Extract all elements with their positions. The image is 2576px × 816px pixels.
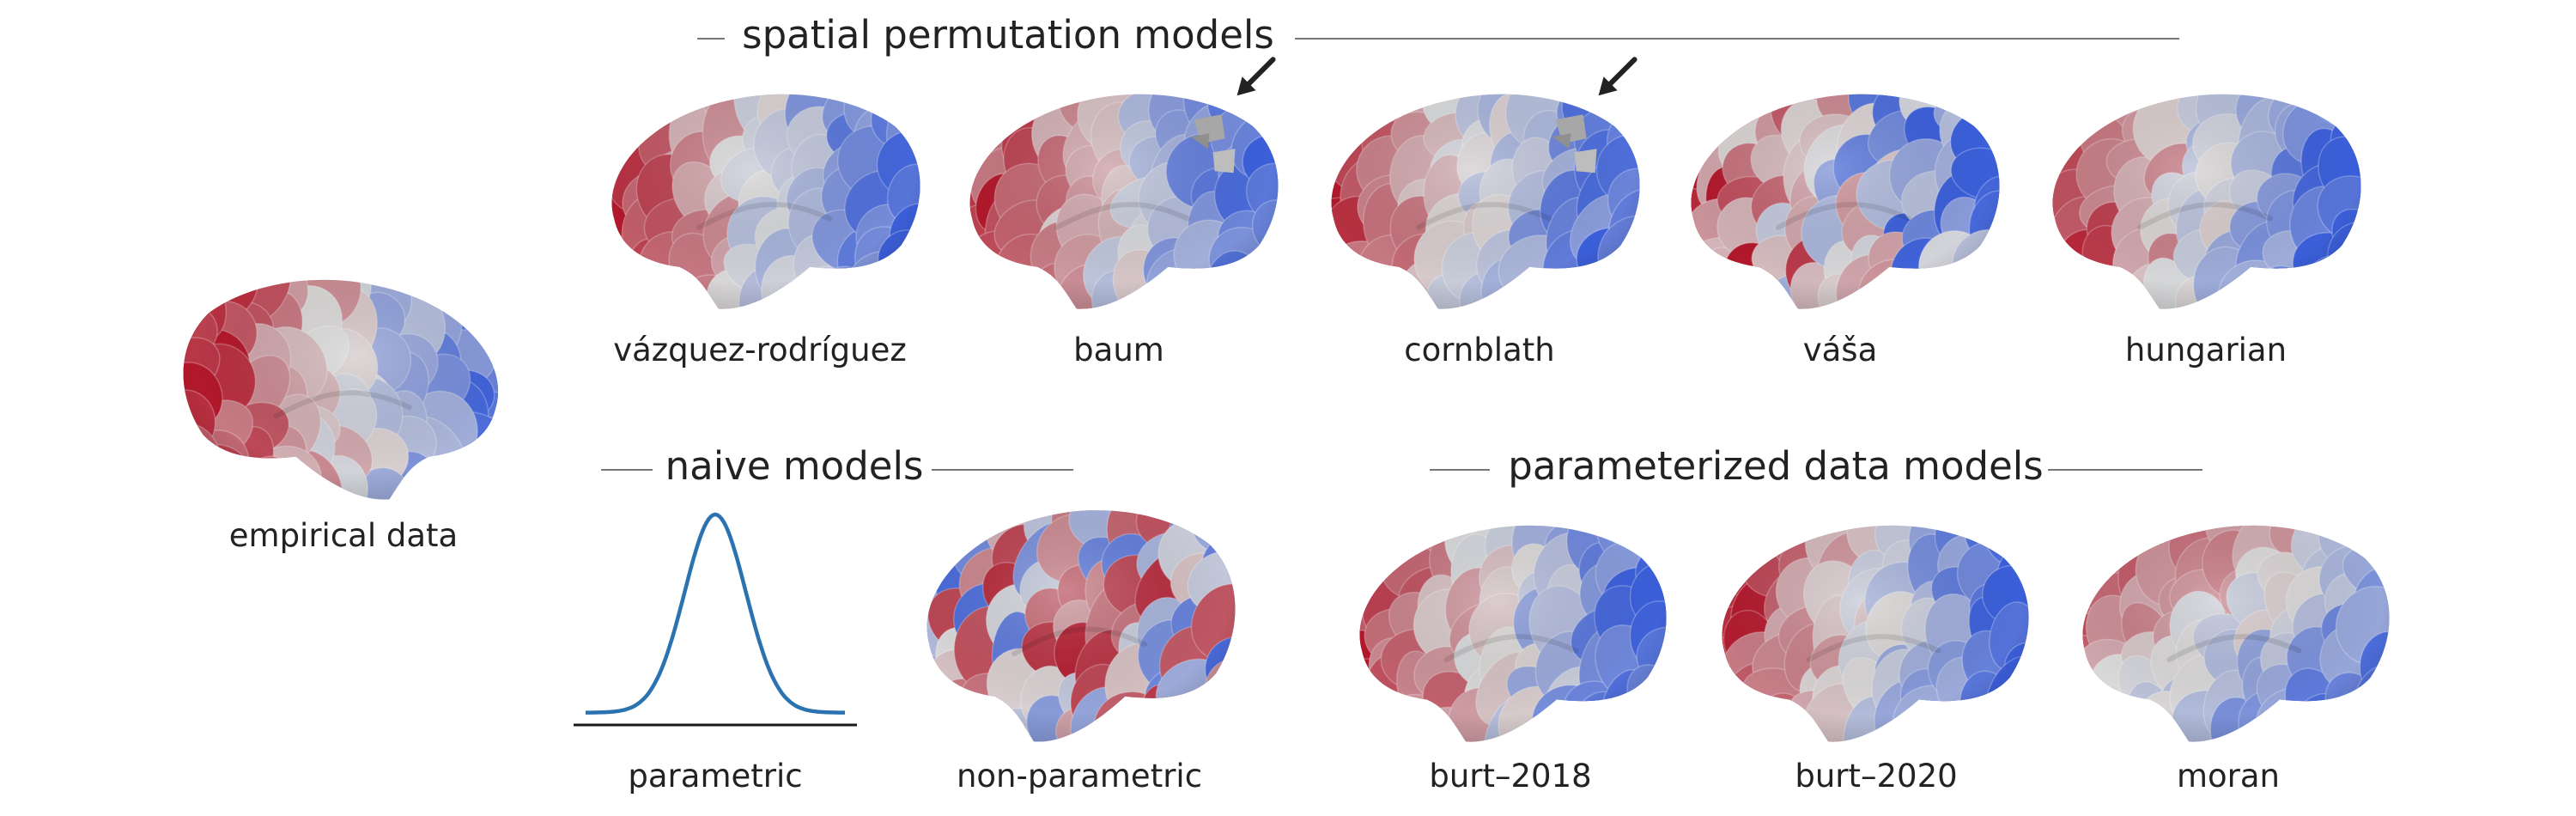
naive-rule-left xyxy=(601,469,653,471)
label-baum: baum xyxy=(1073,332,1164,368)
brain-nonparam xyxy=(927,510,1236,742)
spatial-rule-right xyxy=(1295,38,2179,40)
label-vasa: váša xyxy=(1802,332,1878,368)
parameterized-rule-left xyxy=(1430,469,1490,471)
label-burt-2020: burt–2020 xyxy=(1795,758,1958,795)
label-burt-2018: burt–2018 xyxy=(1429,758,1592,795)
brain-hungarian xyxy=(2052,94,2361,309)
brain-burt2020 xyxy=(1722,525,2029,742)
brain-baum xyxy=(969,94,1279,309)
brain-vazquez xyxy=(611,94,920,309)
spatial-rule-left xyxy=(697,38,725,40)
brain-cornblath xyxy=(1331,94,1640,309)
naive-rule-right xyxy=(932,469,1073,471)
parameterized-rule-right xyxy=(2048,469,2202,471)
label-non-parametric: non-parametric xyxy=(956,758,1203,795)
brain-empirical xyxy=(183,279,499,500)
label-empirical-data: empirical data xyxy=(228,517,459,554)
arrow-cornblath xyxy=(1598,57,1637,96)
label-hungarian: hungarian xyxy=(2124,332,2287,368)
label-vazquez-rodriguez: vázquez-rodríguez xyxy=(613,332,907,368)
brain-moran xyxy=(2082,525,2390,742)
label-moran: moran xyxy=(2176,758,2281,795)
brain-vasa xyxy=(1691,94,2000,309)
brain-burt2018 xyxy=(1359,525,1667,742)
gaussian-curve xyxy=(586,512,845,715)
label-parametric: parametric xyxy=(628,758,803,795)
naive-section-title: naive models xyxy=(665,443,924,489)
arrow-baum xyxy=(1236,57,1276,96)
label-cornblath: cornblath xyxy=(1404,332,1555,368)
parameterized-section-title: parameterized data models xyxy=(1508,443,2044,489)
spatial-section-title: spatial permutation models xyxy=(742,12,1274,58)
medial-wall-gap-baum xyxy=(1190,114,1236,174)
parametric-distribution-plot xyxy=(574,512,857,727)
medial-wall-gap-cornblath xyxy=(1552,114,1597,174)
